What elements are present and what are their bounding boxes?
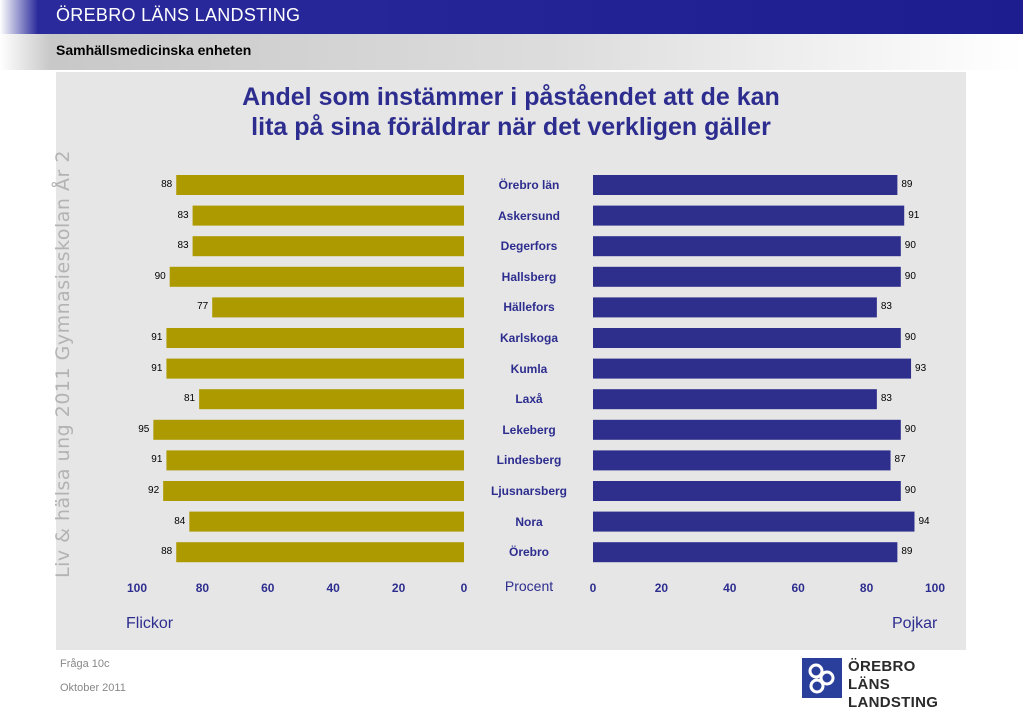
value-label-flickor: 88 [161, 546, 173, 558]
value-label-flickor: 83 [177, 209, 189, 221]
value-label-pojkar: 90 [904, 240, 916, 252]
chart-title-line-2: lita på sina föräldrar när det verkligen… [251, 113, 771, 141]
unit-name: Samhällsmedicinska enheten [56, 42, 252, 58]
bar-pojkar [593, 511, 915, 532]
bar-flickor [169, 266, 464, 287]
footer-date: Oktober 2011 [60, 682, 126, 694]
category-label: Lekeberg [502, 422, 556, 437]
bar-flickor [163, 481, 464, 501]
bar-flickor [212, 297, 464, 318]
header-bar: ÖREBRO LÄNS LANDSTING [0, 0, 1023, 34]
bar-flickor [189, 511, 464, 532]
value-label-pojkar: 90 [904, 485, 916, 496]
category-label: Örebro [508, 545, 549, 560]
value-label-flickor: 91 [151, 332, 163, 343]
logo-text: ÖREBRO LÄNS LANDSTING [848, 658, 962, 708]
x-tick-right: 20 [654, 581, 669, 595]
category-label: Askersund [497, 208, 561, 223]
value-label-flickor: 91 [151, 454, 163, 466]
logo-mark-icon [802, 658, 842, 698]
value-label-flickor: 83 [177, 240, 189, 252]
value-label-flickor: 91 [151, 362, 163, 374]
bar-pojkar [593, 175, 898, 195]
bar-pojkar [593, 419, 901, 440]
subheader-bar: Samhällsmedicinska enheten [0, 34, 1023, 70]
value-label-pojkar: 93 [915, 362, 927, 374]
x-tick-right: 40 [723, 581, 737, 595]
logo: ÖREBRO LÄNS LANDSTING [802, 658, 962, 708]
category-label: Örebro län [498, 178, 560, 192]
value-label-pojkar: 89 [901, 546, 913, 558]
logo-line-2: LANDSTING [848, 694, 939, 708]
logo-line-1: ÖREBRO LÄNS [848, 658, 916, 693]
x-tick-right: 60 [791, 581, 805, 595]
bar-pojkar [593, 205, 905, 226]
value-label-pojkar: 90 [904, 423, 916, 435]
bar-pojkar [593, 450, 891, 471]
category-label: Degerfors [500, 239, 558, 254]
x-tick-left: 20 [391, 581, 406, 595]
value-label-flickor: 84 [174, 515, 186, 527]
bar-flickor [176, 175, 465, 195]
value-label-pojkar: 90 [904, 332, 916, 343]
bar-pojkar [593, 328, 901, 348]
chart-title: Andel som instämmer i påståendet att de … [56, 82, 966, 142]
bar-pojkar [593, 236, 901, 257]
legend-pojkar: Pojkar [892, 615, 938, 632]
bar-flickor [153, 419, 464, 440]
value-label-flickor: 92 [148, 485, 160, 496]
value-label-pojkar: 83 [880, 393, 892, 405]
value-label-flickor: 77 [197, 301, 209, 313]
bar-pojkar [593, 297, 877, 318]
value-label-pojkar: 91 [908, 209, 920, 221]
value-label-pojkar: 90 [904, 270, 916, 282]
value-label-pojkar: 89 [901, 179, 913, 190]
org-name: ÖREBRO LÄNS LANDSTING [56, 5, 301, 25]
bar-pojkar [593, 389, 877, 410]
x-tick-left: 80 [195, 581, 210, 595]
x-tick-left: 60 [261, 581, 275, 595]
legend-flickor: Flickor [126, 615, 174, 632]
bar-flickor [166, 450, 464, 471]
category-label: Kumla [510, 361, 548, 376]
value-label-flickor: 95 [138, 423, 150, 435]
value-label-flickor: 90 [154, 270, 166, 282]
value-label-pojkar: 94 [918, 515, 930, 527]
value-label-pojkar: 87 [894, 454, 906, 466]
category-label: Laxå [515, 392, 543, 407]
category-label: Nora [515, 514, 543, 529]
x-tick-left: 100 [126, 581, 148, 595]
bar-pojkar [593, 358, 912, 379]
bar-flickor [192, 205, 464, 226]
bar-pojkar [593, 542, 898, 563]
bar-flickor [166, 358, 464, 379]
x-tick-right: 80 [859, 581, 874, 595]
bar-pojkar [593, 266, 901, 287]
bar-flickor [176, 542, 465, 563]
category-label: Lindesberg [496, 453, 562, 468]
category-label: Hallsberg [501, 269, 557, 284]
x-tick-right: 100 [924, 581, 946, 595]
value-label-flickor: 88 [161, 179, 173, 190]
bar-flickor [192, 236, 464, 257]
x-tick-right: 0 [589, 581, 597, 595]
value-label-pojkar: 83 [880, 301, 892, 313]
bar-flickor [166, 328, 464, 348]
bar-flickor [199, 389, 464, 410]
value-label-flickor: 81 [184, 393, 196, 405]
bar-pojkar [593, 481, 901, 501]
x-tick-left: 40 [326, 581, 340, 595]
category-label: Hällefors [503, 300, 555, 315]
x-axis-label: Procent [504, 578, 554, 594]
category-label: Karlskoga [499, 331, 559, 345]
x-tick-left: 0 [460, 581, 468, 595]
category-label: Ljusnarsberg [490, 484, 568, 498]
footer-question: Fråga 10c [60, 658, 110, 670]
chart-title-line-1: Andel som instämmer i påståendet att de … [242, 83, 780, 111]
